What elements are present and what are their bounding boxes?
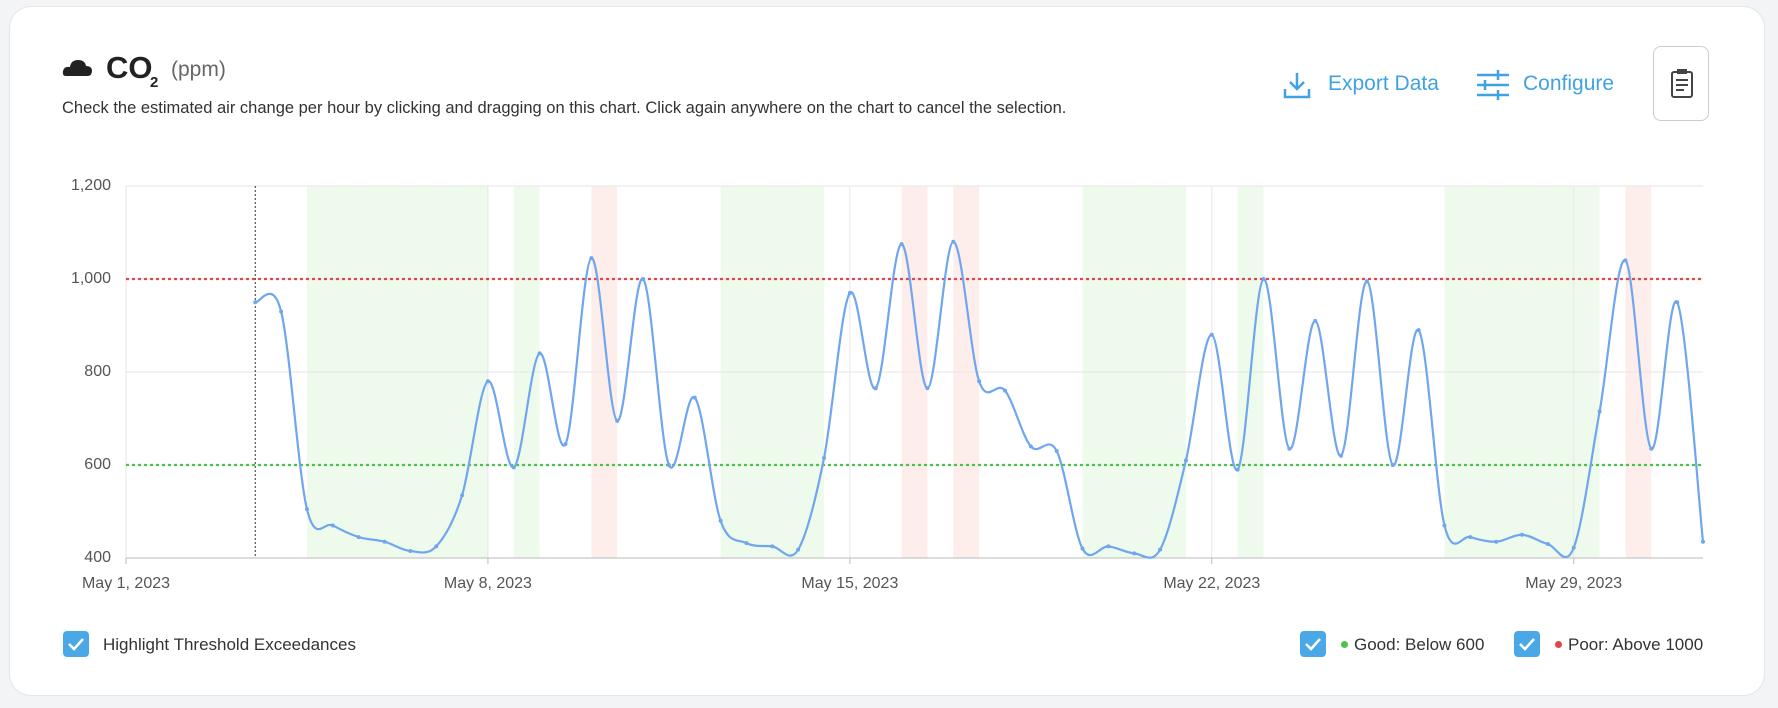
point (847, 290, 852, 295)
point (1132, 551, 1137, 556)
point (1313, 318, 1318, 323)
y-tick-label: 800 (84, 363, 111, 380)
point (718, 518, 723, 523)
point (330, 523, 335, 528)
point (1339, 453, 1344, 458)
description: Check the estimated air change per hour … (62, 99, 1067, 117)
point (460, 493, 465, 498)
y-tick-label: 600 (84, 456, 111, 473)
checkbox[interactable] (1514, 631, 1540, 657)
point (925, 386, 930, 391)
point (977, 379, 982, 384)
point (1623, 258, 1628, 263)
point (1054, 449, 1059, 454)
check-mark (68, 638, 84, 651)
x-tick-label: May 8, 2023 (444, 575, 532, 592)
point (641, 277, 646, 281)
point (1209, 332, 1214, 337)
title-subscript: 2 (150, 74, 159, 91)
point (304, 507, 309, 512)
legend-label: Good: Below 600 (1354, 635, 1485, 654)
checkbox-label: Highlight Threshold Exceedances (103, 635, 356, 654)
point (563, 442, 568, 447)
y-tick-label: 1,200 (71, 177, 111, 194)
point (1701, 539, 1705, 544)
point (1002, 388, 1007, 393)
x-tick-label: May 29, 2023 (1525, 575, 1622, 592)
point (1442, 523, 1447, 528)
point (434, 544, 439, 549)
export-icon[interactable] (1282, 70, 1312, 100)
point (589, 256, 594, 261)
legend-dot (1555, 641, 1562, 648)
point (1390, 463, 1395, 467)
point (1287, 446, 1292, 451)
check-mark (1519, 638, 1535, 651)
checkbox[interactable] (1300, 631, 1326, 657)
point (1183, 458, 1188, 463)
point (796, 547, 801, 552)
point (873, 386, 878, 391)
clipboard-button[interactable] (1653, 46, 1709, 121)
chart: 400 600 800 1,000 1,200 May 1, 2023 May 8, 202… (71, 177, 1705, 592)
point (279, 309, 284, 314)
point (1235, 467, 1240, 472)
point (1028, 444, 1033, 449)
point (1520, 532, 1525, 537)
configure-button[interactable]: Configure (1523, 72, 1615, 95)
unit: (ppm) (171, 58, 226, 81)
point (1571, 545, 1576, 550)
x-tick-label: May 15, 2023 (801, 575, 898, 592)
point (1649, 446, 1654, 451)
line (254, 240, 1705, 559)
check-mark (1305, 638, 1321, 651)
point (408, 549, 413, 554)
point (537, 351, 542, 356)
point (511, 465, 516, 470)
point (951, 239, 956, 244)
point (1106, 544, 1111, 549)
point (666, 463, 671, 467)
legend-label: Poor: Above 1000 (1568, 635, 1704, 654)
point (1597, 409, 1602, 414)
point (1545, 542, 1550, 547)
configure-icon[interactable] (1476, 70, 1510, 100)
point (1364, 279, 1369, 284)
point (822, 456, 827, 461)
title: CO (106, 50, 153, 85)
point (253, 300, 258, 305)
point (1468, 535, 1473, 540)
checkbox[interactable] (63, 631, 89, 657)
x-tick-label: May 22, 2023 (1163, 575, 1260, 592)
cloud-icon (62, 60, 92, 76)
legend-dot (1341, 641, 1348, 648)
point (1675, 300, 1680, 305)
x-tick-label: May 1, 2023 (82, 575, 170, 592)
clipboard-icon (1671, 69, 1693, 98)
point (1494, 539, 1499, 544)
point (1080, 546, 1085, 551)
point (485, 379, 490, 384)
point (615, 418, 620, 423)
point (1261, 277, 1266, 281)
y-tick-label: 400 (84, 549, 111, 566)
point (1416, 328, 1421, 333)
point (356, 535, 361, 540)
point (770, 544, 775, 549)
point (382, 539, 387, 544)
point (899, 242, 904, 247)
point (692, 395, 697, 400)
point (1158, 547, 1163, 552)
export-button[interactable]: Export Data (1328, 72, 1439, 95)
point (744, 541, 749, 546)
y-tick-label: 1,000 (71, 270, 111, 287)
